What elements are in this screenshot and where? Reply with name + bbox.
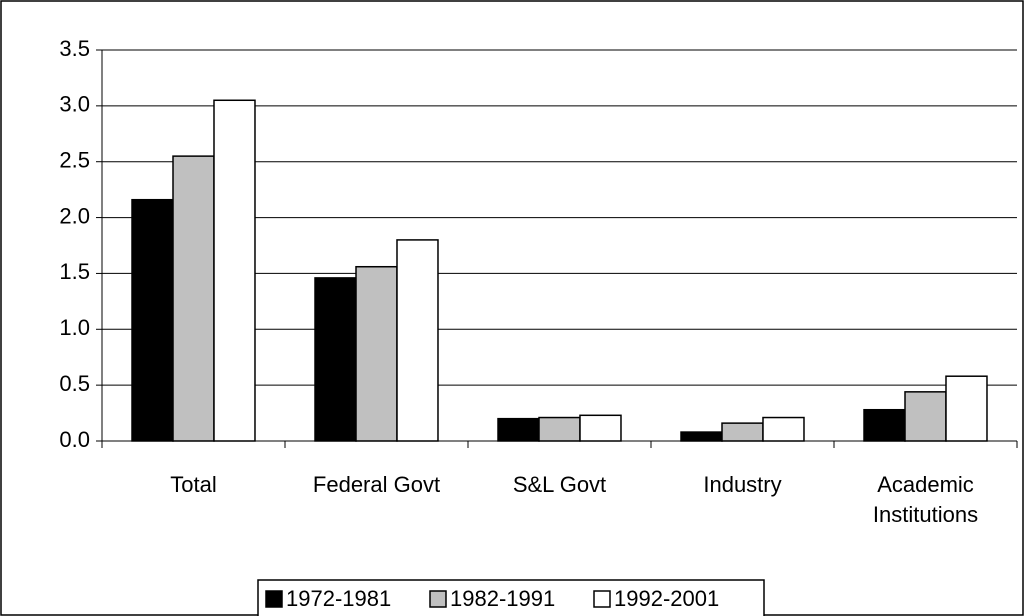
y-tick-label: 3.0 [59,92,90,117]
y-tick-label: 2.5 [59,148,90,173]
bar [131,198,174,442]
legend-label: 1982-1991 [450,586,555,611]
legend-swatch [265,590,283,608]
y-tick-label: 0.0 [59,427,90,452]
x-tick-label: Federal Govt [312,472,441,497]
bar [396,239,439,442]
bar [314,277,357,442]
x-tick-label: Industry [703,472,782,497]
bar [863,408,906,442]
legend-swatch [429,590,447,608]
bar [904,391,947,442]
legend-label: 1992-2001 [614,586,719,611]
legend-label: 1972-1981 [286,586,391,611]
y-tick-label: 2.0 [59,203,90,228]
y-tick-label: 0.5 [59,371,90,396]
bar [538,416,581,442]
y-tick-label: 3.5 [59,36,90,61]
legend-swatch [593,590,611,608]
legend-box [257,579,765,616]
bar [497,417,540,442]
bar [762,416,805,442]
x-tick-label: S&L Govt [512,472,607,497]
bar [213,99,256,442]
y-tick-label: 1.0 [59,315,90,340]
x-tick-label: Academic Institutions [872,472,979,527]
bar [172,155,215,442]
bar [355,265,398,442]
bar [945,375,988,442]
y-tick-label: 1.5 [59,259,90,284]
bar [680,431,723,442]
bar [579,414,622,442]
x-tick-label: Total [170,472,217,497]
bar [721,422,764,442]
